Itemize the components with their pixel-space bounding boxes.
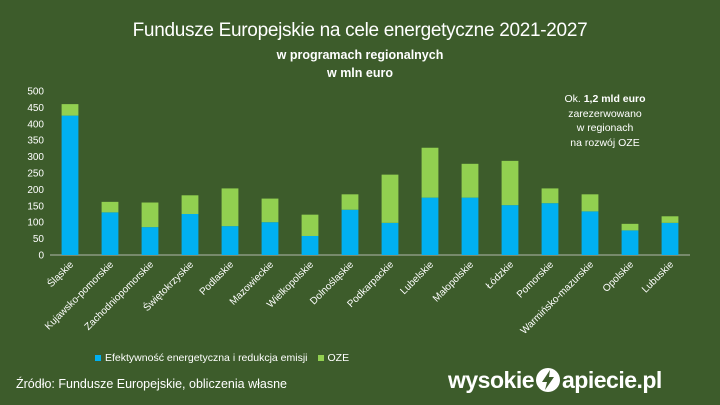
annotation-line2: zarezerwowano (568, 107, 642, 120)
bar-oze (621, 223, 639, 231)
bar-efficiency (181, 214, 199, 255)
y-tick-label: 450 (27, 103, 44, 114)
y-tick-label: 100 (27, 218, 44, 229)
brand-logo: wysokie apiecie.pl (448, 363, 662, 397)
legend-item-oze: OZE (317, 352, 350, 364)
x-tick-label: Małopolskie (431, 259, 476, 304)
bar-efficiency (381, 222, 399, 255)
bar-efficiency (61, 115, 79, 255)
bar-oze (341, 194, 359, 210)
bar-oze (501, 160, 519, 206)
x-tick-label: Śląskie (44, 258, 76, 290)
annotation-line3: w regionach (576, 122, 634, 134)
legend: Efektywność energetyczna i redukcja emis… (95, 352, 359, 364)
chart-unit: w mln euro (327, 66, 393, 80)
y-tick-label: 500 (27, 87, 44, 98)
y-tick-label: 50 (33, 234, 45, 245)
bar-oze (141, 202, 159, 228)
y-tick-label: 350 (27, 136, 44, 147)
bar-efficiency (221, 226, 239, 255)
bar-efficiency (581, 211, 599, 255)
x-tick-label: Pomorskie (515, 259, 556, 300)
y-tick-label: 200 (27, 185, 44, 196)
bar-oze (381, 174, 399, 223)
bar-oze (221, 188, 239, 227)
bar-efficiency (301, 235, 319, 255)
legend-label-oze: OZE (327, 352, 350, 364)
bar-oze (181, 195, 199, 214)
chart-title: Fundusze Europejskie na cele energetyczn… (132, 20, 588, 41)
bar-efficiency (341, 209, 359, 255)
bar-oze (101, 201, 119, 213)
legend-swatch-efficiency (95, 355, 101, 361)
bar-efficiency (261, 222, 279, 255)
bar-oze (421, 147, 439, 198)
bar-efficiency (501, 205, 519, 255)
bar-oze (61, 104, 79, 116)
y-tick-label: 400 (27, 119, 44, 130)
y-tick-label: 300 (27, 152, 44, 163)
bar-oze (301, 214, 319, 236)
logo-text-left: wysokie (448, 366, 535, 393)
bar-oze (541, 188, 559, 204)
y-tick-label: 0 (38, 251, 44, 262)
annotation-amount: 1,2 mld euro (583, 93, 646, 105)
bar-efficiency (661, 222, 679, 255)
bar-efficiency (461, 197, 479, 255)
bar-efficiency (541, 203, 559, 255)
source-note: Źródło: Fundusze Europejskie, obliczenia… (16, 377, 287, 391)
bar-oze (661, 216, 679, 223)
legend-swatch-oze (317, 355, 324, 361)
x-tick-label: Zachodniopomorskie (83, 259, 157, 333)
x-tick-label: Opolskie (601, 259, 637, 295)
annotation-line4: na rozwój OZE (570, 136, 640, 149)
y-tick-label: 250 (27, 169, 44, 180)
bar-oze (261, 198, 279, 223)
bar-oze (461, 163, 479, 198)
bar-efficiency (421, 197, 439, 255)
bar-oze (581, 194, 599, 212)
y-tick-label: 150 (27, 201, 44, 212)
chart-subtitle: w programach regionalnych (276, 48, 444, 62)
x-tick-label: Podlaskie (198, 259, 237, 298)
x-tick-label: Łódzkie (484, 259, 516, 291)
bar-efficiency (621, 230, 639, 255)
x-tick-label: Kujawsko-pomorskie (43, 259, 116, 332)
lightning-bolt-icon (536, 368, 560, 392)
x-tick-label: Lubuskie (640, 259, 676, 295)
annotation: Ok. 1,2 mld euro zarezerwowano w regiona… (545, 92, 665, 150)
bar-efficiency (141, 227, 159, 255)
x-tick-label: Lubelskie (398, 259, 436, 297)
logo-text-right: apiecie.pl (562, 366, 662, 393)
x-tick-label: Warmińsko-mazurskie (519, 259, 597, 337)
annotation-prefix: Ok. (564, 93, 584, 105)
bar-efficiency (101, 212, 119, 255)
legend-item-efficiency: Efektywność energetyczna i redukcja emis… (95, 352, 308, 364)
legend-label-efficiency: Efektywność energetyczna i redukcja emis… (105, 352, 308, 364)
